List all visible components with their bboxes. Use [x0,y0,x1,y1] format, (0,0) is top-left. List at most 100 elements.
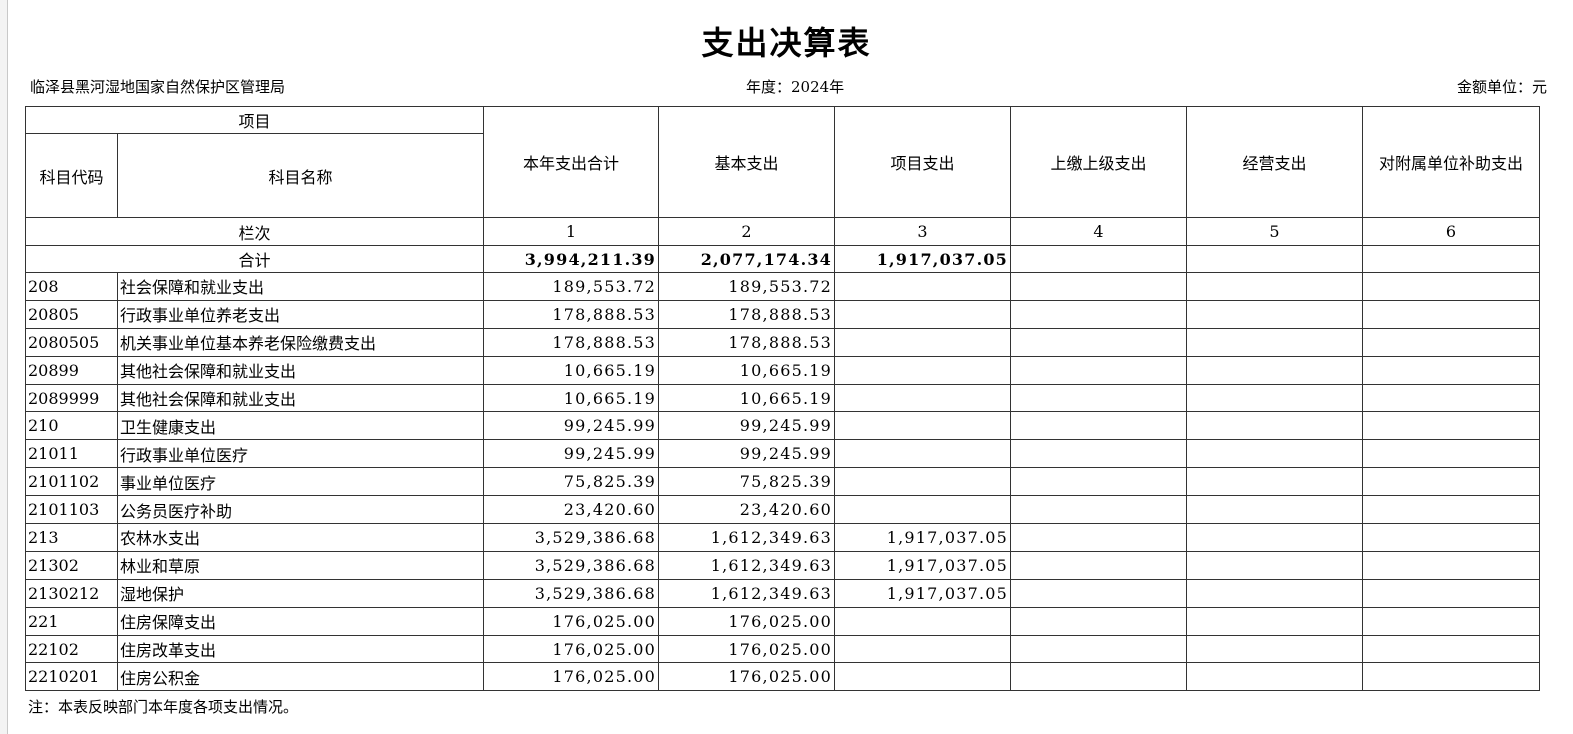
amount-cell: 75,825.39 [483,467,660,497]
amount-cell [1186,495,1364,525]
header-col-3: 项目支出 [834,106,1012,218]
subject-code: 208 [25,272,118,301]
total-value: 2,077,174.34 [658,245,836,273]
amount-cell [834,272,1012,301]
amount-cell [1362,383,1541,413]
subject-code: 210 [25,411,118,441]
amount-cell: 10,665.19 [483,383,660,413]
subject-code: 2080505 [25,327,118,357]
subject-code: 20805 [25,299,118,329]
amount-cell [1362,272,1541,301]
table-row: 2101102 事业单位医疗 75,825.39 75,825.39 [25,467,1541,497]
amount-cell: 3,529,386.68 [483,550,660,580]
header-col-2: 基本支出 [658,106,836,218]
total-value: 1,917,037.05 [834,245,1012,273]
subject-code: 21011 [25,439,118,469]
amount-cell: 178,888.53 [483,327,660,357]
column-index-label: 栏次 [24,217,485,246]
subject-code: 213 [25,523,118,552]
amount-cell: 10,665.19 [658,355,836,385]
header-col-5: 经营支出 [1186,106,1364,218]
total-label: 合计 [24,245,485,273]
amount-cell [1010,383,1188,413]
table-row: 221 住房保障支出 176,025.00 176,025.00 [25,606,1541,636]
amount-cell [834,355,1012,385]
amount-cell [1186,383,1364,413]
subject-name: 事业单位医疗 [116,467,485,497]
amount-cell [1186,606,1364,636]
amount-cell [1362,662,1541,692]
amount-cell [1010,355,1188,385]
amount-cell [1362,467,1541,497]
amount-cell [834,327,1012,357]
column-number: 2 [658,217,836,246]
amount-cell: 176,025.00 [658,634,836,664]
amount-cell [1010,272,1188,301]
amount-cell [834,439,1012,469]
table-row: 2210201 住房公积金 176,025.00 176,025.00 [25,662,1541,692]
amount-cell [834,467,1012,497]
expenditure-table: 项目 本年支出合计 基本支出 项目支出 上缴上级支出 经营支出 对附属单位补助支… [24,106,1541,692]
amount-cell [1362,411,1541,441]
table-row: 21302 林业和草原 3,529,386.68 1,612,349.63 1,917,… [25,550,1541,580]
amount-cell [1010,439,1188,469]
column-number: 4 [1010,217,1188,246]
amount-cell [1362,327,1541,357]
amount-cell: 23,420.60 [658,495,836,525]
amount-cell: 3,529,386.68 [483,578,660,608]
amount-cell [1010,662,1188,692]
column-number: 3 [834,217,1012,246]
amount-cell [1186,634,1364,664]
header-item: 项目 [24,106,485,134]
amount-cell [1186,550,1364,580]
amount-cell: 23,420.60 [483,495,660,525]
amount-cell [1362,439,1541,469]
subject-code: 20899 [25,355,118,385]
amount-cell [1010,299,1188,329]
amount-cell: 178,888.53 [483,299,660,329]
amount-cell: 99,245.99 [658,411,836,441]
subject-name: 林业和草原 [116,550,485,580]
subject-name: 社会保障和就业支出 [116,272,485,301]
subject-name: 公务员医疗补助 [116,495,485,525]
subject-code: 221 [25,606,118,636]
subject-code: 21302 [25,550,118,580]
subject-code: 2130212 [25,578,118,608]
amount-cell [1186,578,1364,608]
header-col-6: 对附属单位补助支出 [1362,106,1541,218]
amount-cell [1362,550,1541,580]
amount-cell: 10,665.19 [658,383,836,413]
year-label: 年度：2024年 [746,78,845,96]
amount-cell: 176,025.00 [658,606,836,636]
subject-name: 行政事业单位医疗 [116,439,485,469]
amount-cell [834,662,1012,692]
amount-cell [834,411,1012,441]
amount-cell [834,606,1012,636]
total-value: 3,994,211.39 [483,245,660,273]
amount-cell: 1,917,037.05 [834,523,1012,552]
subject-code: 2101103 [25,495,118,525]
amount-cell [1186,327,1364,357]
amount-cell [1010,411,1188,441]
amount-cell [1010,578,1188,608]
subject-name: 农林水支出 [116,523,485,552]
table-row: 20899 其他社会保障和就业支出 10,665.19 10,665.19 [25,355,1541,385]
subject-code: 2210201 [25,662,118,692]
subject-name: 机关事业单位基本养老保险缴费支出 [116,327,485,357]
column-number: 5 [1186,217,1364,246]
amount-cell [834,495,1012,525]
currency-unit: 金额单位：元 [1456,78,1547,96]
table-row: 2130212 湿地保护 3,529,386.68 1,612,349.63 1,917… [25,578,1541,608]
table-row: 210 卫生健康支出 99,245.99 99,245.99 [25,411,1541,441]
total-row: 合计 3,994,211.39 2,077,174.34 1,917,037.0… [24,245,1541,273]
amount-cell: 99,245.99 [658,439,836,469]
amount-cell [1010,606,1188,636]
table-row: 2101103 公务员医疗补助 23,420.60 23,420.60 [25,495,1541,525]
amount-cell: 176,025.00 [483,606,660,636]
amount-cell [1186,439,1364,469]
amount-cell: 1,612,349.63 [658,578,836,608]
table-row: 22102 住房改革支出 176,025.00 176,025.00 [25,634,1541,664]
amount-cell: 189,553.72 [483,272,660,301]
page-title: 支出决算表 [701,24,872,62]
subject-name: 湿地保护 [116,578,485,608]
